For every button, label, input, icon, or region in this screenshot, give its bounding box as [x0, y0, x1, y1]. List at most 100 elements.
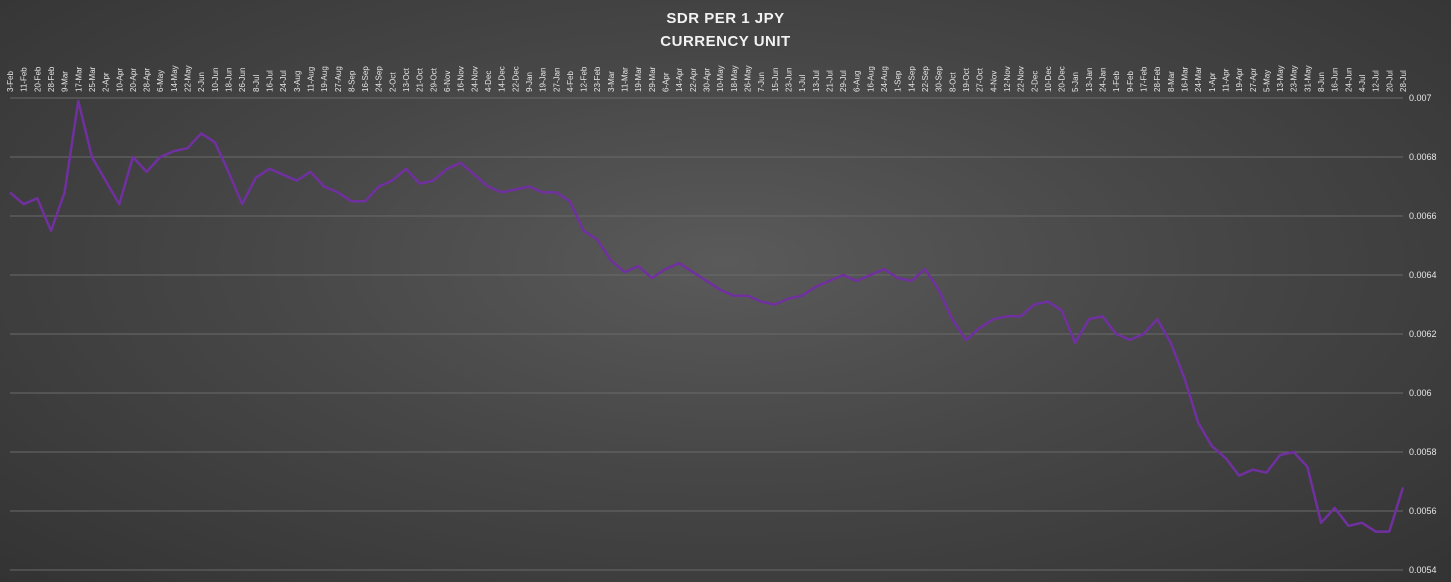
x-tick-label: 18-May [730, 65, 739, 92]
series-line-0 [9, 99, 1405, 533]
x-tick-label: 22-Nov [1017, 66, 1026, 92]
x-tick-label: 10-Jun [211, 68, 220, 92]
x-tick-label: 12-Nov [1003, 66, 1012, 92]
x-tick-label: 3-Feb [6, 71, 15, 92]
y-tick-label: 0.0062 [1409, 329, 1437, 339]
x-tick-label: 26-Jun [238, 68, 247, 92]
x-tick-label: 26-May [743, 65, 752, 92]
x-tick-label: 27-Jan [552, 68, 561, 92]
x-tick-label: 6-Aug [853, 71, 862, 92]
x-tick-label: 16-Nov [457, 66, 466, 92]
x-tick-label: 2-Oct [388, 72, 397, 92]
x-tick-label: 20-Feb [33, 66, 42, 92]
x-tick-label: 5-Jan [1071, 72, 1080, 92]
x-tick-label: 30-Apr [703, 68, 712, 92]
x-tick-label: 19-Oct [962, 67, 971, 92]
x-tick-label: 3-Mar [607, 71, 616, 92]
x-tick-label: 16-Aug [866, 66, 875, 92]
x-tick-label: 17-Mar [74, 66, 83, 92]
x-tick-label: 21-Oct [416, 67, 425, 92]
x-tick-label: 20-Jul [1385, 70, 1394, 92]
x-tick-label: 24-Mar [1194, 66, 1203, 92]
y-tick-label: 0.0064 [1409, 270, 1437, 280]
y-tick-label: 0.0058 [1409, 447, 1437, 457]
chart-title-line-1: SDR PER 1 JPY [666, 10, 785, 27]
x-tick-label: 24-Sep [375, 66, 384, 92]
x-tick-label: 2-Jun [197, 72, 206, 92]
x-tick-label: 28-Apr [143, 68, 152, 92]
x-tick-label: 22-Dec [511, 66, 520, 92]
x-tick-label: 8-Jul [252, 74, 261, 92]
x-tick-label: 4-Feb [566, 71, 575, 92]
x-tick-label: 24-Jul [279, 70, 288, 92]
x-tick-label: 1-Feb [1112, 71, 1121, 92]
x-tick-label: 9-Feb [1126, 71, 1135, 92]
x-tick-label: 19-Mar [634, 66, 643, 92]
x-tick-label: 30-Sep [935, 66, 944, 92]
x-tick-label: 24-Nov [470, 66, 479, 92]
y-tick-labels: 0.0054 0.0056 0.0058 0.006 0.0062 0.0064 0.006… [1409, 93, 1437, 575]
x-tick-label: 24-Jun [1344, 68, 1353, 92]
x-tick-label: 11-Mar [621, 67, 630, 92]
x-tick-label: 8-Sep [347, 70, 356, 92]
y-tick-label: 0.006 [1409, 388, 1432, 398]
x-tick-label: 12-Feb [580, 66, 589, 92]
x-tick-label: 28-Feb [1153, 66, 1162, 92]
x-tick-label: 20-Dec [1058, 66, 1067, 92]
x-tick-label: 12-Jul [1372, 70, 1381, 92]
x-tick-label: 28-Jul [1399, 70, 1408, 92]
x-tick-label: 27-Apr [1249, 68, 1258, 92]
x-tick-label: 6-Apr [662, 72, 671, 92]
grid-layer [10, 97, 1403, 571]
x-tick-label: 24-Aug [880, 66, 889, 92]
x-tick-label: 7-Jun [757, 72, 766, 92]
y-tick-label: 0.0066 [1409, 211, 1437, 221]
x-tick-label: 13-Oct [402, 67, 411, 92]
x-tick-label: 24-Jan [1099, 68, 1108, 92]
x-tick-label: 31-May [1303, 65, 1312, 92]
y-tick-label: 0.0054 [1409, 565, 1437, 575]
x-tick-label: 14-Sep [907, 66, 916, 92]
x-tick-label: 4-Nov [989, 71, 998, 92]
x-tick-label: 15-Jun [771, 68, 780, 92]
x-tick-label: 13-Jul [812, 70, 821, 92]
x-tick-label: 6-Nov [443, 71, 452, 92]
x-tick-label: 23-May [1290, 65, 1299, 92]
x-tick-label: 19-Aug [320, 66, 329, 92]
x-tick-label: 8-Mar [1167, 71, 1176, 92]
x-tick-label: 29-Oct [429, 67, 438, 92]
y-tick-label: 0.0068 [1409, 152, 1437, 162]
x-tick-label: 28-Feb [47, 66, 56, 92]
x-tick-label: 19-Jan [539, 68, 548, 92]
x-tick-label: 10-May [716, 65, 725, 92]
x-tick-label: 22-Sep [921, 66, 930, 92]
x-tick-label: 23-Feb [593, 66, 602, 92]
x-tick-label: 1-Apr [1208, 72, 1217, 92]
x-tick-label: 8-Oct [948, 72, 957, 92]
y-tick-label: 0.007 [1409, 93, 1432, 103]
x-tick-label: 13-Jan [1085, 68, 1094, 92]
x-tick-label: 14-Dec [498, 66, 507, 92]
x-tick-label: 20-Apr [129, 68, 138, 92]
x-tick-label: 8-Jun [1317, 72, 1326, 92]
x-tick-label: 14-Apr [675, 68, 684, 92]
x-tick-label: 29-Mar [648, 66, 657, 92]
chart-title-line-2: CURRENCY UNIT [660, 33, 791, 50]
x-tick-label: 1-Sep [894, 70, 903, 92]
x-tick-label: 25-Mar [88, 66, 97, 92]
x-tick-label: 16-Sep [361, 66, 370, 92]
x-tick-label: 13-May [1276, 65, 1285, 92]
x-tick-label: 2-Dec [1030, 71, 1039, 92]
x-tick-label: 10-Dec [1044, 66, 1053, 92]
y-tick-label: 0.0056 [1409, 506, 1437, 516]
x-tick-label: 19-Apr [1235, 68, 1244, 92]
x-tick-label: 22-May [184, 65, 193, 92]
x-tick-label: 11-Aug [306, 67, 315, 92]
x-tick-label: 27-Aug [334, 66, 343, 92]
x-tick-label: 16-Jul [265, 70, 274, 92]
x-tick-label: 27-Oct [976, 67, 985, 92]
x-tick-label: 16-Jun [1331, 68, 1340, 92]
x-tick-label: 10-Apr [115, 68, 124, 92]
x-tick-label: 17-Feb [1140, 66, 1149, 92]
